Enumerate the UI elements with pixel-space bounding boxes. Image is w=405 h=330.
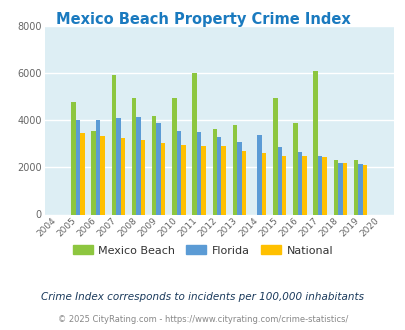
Bar [212, 129, 217, 214]
Bar [156, 123, 160, 214]
Text: Mexico Beach Property Crime Index: Mexico Beach Property Crime Index [55, 12, 350, 26]
Legend: Mexico Beach, Florida, National: Mexico Beach, Florida, National [68, 241, 337, 260]
Bar [192, 74, 196, 215]
Bar [160, 143, 165, 214]
Bar [71, 102, 76, 214]
Bar [96, 120, 100, 214]
Bar [241, 151, 245, 214]
Bar [76, 120, 80, 214]
Bar [217, 137, 221, 214]
Bar [151, 116, 156, 214]
Bar [353, 160, 358, 214]
Bar [297, 152, 301, 214]
Bar [277, 148, 281, 214]
Bar [116, 118, 120, 214]
Bar [196, 132, 201, 214]
Bar [132, 98, 136, 214]
Bar [111, 75, 116, 214]
Bar [172, 98, 176, 214]
Bar [100, 136, 104, 214]
Bar [176, 131, 181, 214]
Bar [362, 165, 366, 214]
Bar [317, 156, 322, 214]
Bar [141, 141, 145, 214]
Bar [181, 145, 185, 214]
Bar [237, 142, 241, 214]
Bar [257, 135, 261, 214]
Bar [273, 98, 277, 214]
Bar [120, 138, 125, 214]
Bar [91, 131, 96, 214]
Bar [136, 117, 141, 214]
Text: Crime Index corresponds to incidents per 100,000 inhabitants: Crime Index corresponds to incidents per… [41, 292, 364, 302]
Bar [232, 125, 237, 214]
Bar [333, 160, 337, 214]
Bar [322, 157, 326, 214]
Bar [80, 133, 84, 214]
Bar [221, 146, 225, 214]
Bar [358, 164, 362, 214]
Text: © 2025 CityRating.com - https://www.cityrating.com/crime-statistics/: © 2025 CityRating.com - https://www.city… [58, 315, 347, 324]
Bar [313, 71, 317, 214]
Bar [337, 163, 342, 214]
Bar [261, 153, 266, 214]
Bar [292, 123, 297, 214]
Bar [201, 146, 205, 214]
Bar [281, 156, 286, 214]
Bar [342, 163, 346, 214]
Bar [301, 156, 306, 214]
